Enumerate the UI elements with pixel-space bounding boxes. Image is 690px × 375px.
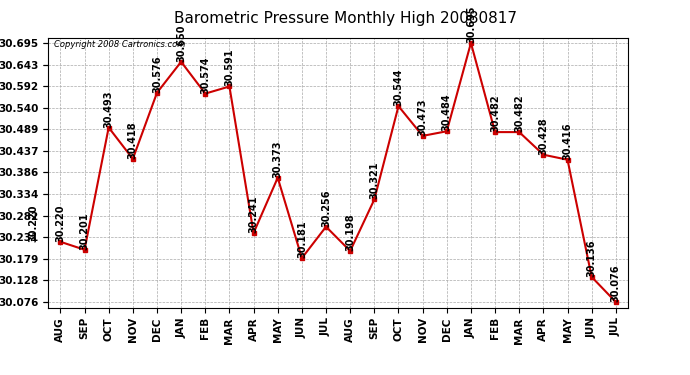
Text: 30.418: 30.418 — [128, 121, 138, 159]
Text: 30.256: 30.256 — [321, 189, 331, 227]
Text: 30.650: 30.650 — [176, 24, 186, 62]
Text: 30.574: 30.574 — [200, 56, 210, 94]
Text: 30.373: 30.373 — [273, 140, 283, 178]
Text: 30.482: 30.482 — [514, 94, 524, 132]
Text: 30.482: 30.482 — [490, 94, 500, 132]
Text: 30.181: 30.181 — [297, 220, 307, 258]
Text: 30.416: 30.416 — [562, 122, 573, 160]
Text: 30.201: 30.201 — [79, 212, 90, 250]
Text: 30.220: 30.220 — [55, 204, 66, 242]
Text: 30.591: 30.591 — [224, 49, 235, 87]
Text: 30.544: 30.544 — [393, 69, 404, 106]
Text: 30.198: 30.198 — [345, 213, 355, 251]
Text: 30.220: 30.220 — [29, 204, 39, 242]
Text: 30.695: 30.695 — [466, 6, 476, 43]
Text: Copyright 2008 Cartronics.com: Copyright 2008 Cartronics.com — [54, 40, 186, 49]
Text: Barometric Pressure Monthly High 20080817: Barometric Pressure Monthly High 2008081… — [173, 11, 517, 26]
Text: 30.473: 30.473 — [417, 98, 428, 136]
Text: 30.428: 30.428 — [538, 117, 549, 155]
Text: 30.576: 30.576 — [152, 55, 162, 93]
Text: 30.136: 30.136 — [586, 240, 597, 277]
Text: 30.321: 30.321 — [369, 162, 380, 200]
Text: 30.493: 30.493 — [104, 90, 114, 128]
Text: 30.076: 30.076 — [611, 264, 621, 302]
Text: 30.484: 30.484 — [442, 94, 452, 131]
Text: 30.241: 30.241 — [248, 195, 259, 233]
